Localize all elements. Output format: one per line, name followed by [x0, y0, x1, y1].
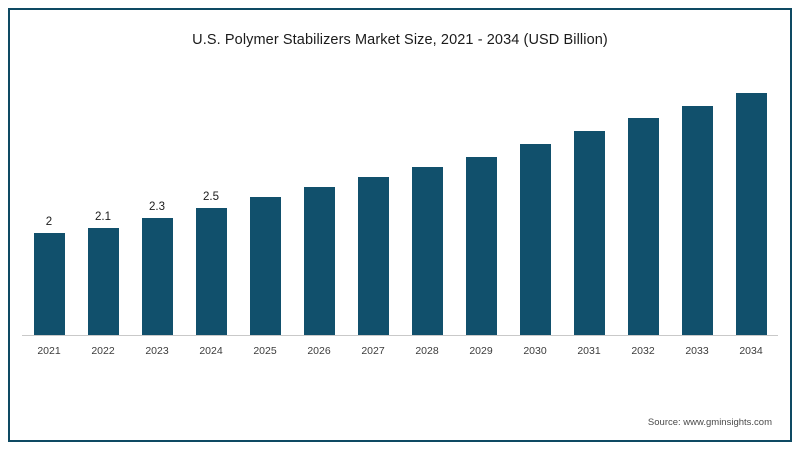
- x-axis-tick-label: 2028: [415, 345, 439, 357]
- source-caption: Source: www.gminsights.com: [647, 417, 772, 428]
- bar-column: [670, 70, 724, 335]
- bar-column: 2.1: [76, 70, 130, 335]
- bar: [195, 208, 227, 335]
- bar-value-label: 2.1: [95, 211, 111, 223]
- bar-series: 2 2.1 2.3 2.5: [22, 70, 778, 335]
- x-axis-tick-label: 2033: [685, 345, 709, 357]
- x-axis-tick-label: 2024: [199, 345, 223, 357]
- bar: [303, 187, 335, 335]
- bar-column: [454, 70, 508, 335]
- chart-frame-border: [8, 8, 792, 442]
- bar: [33, 233, 65, 335]
- plot-area: 2 2.1 2.3 2.5 2021 2022 2023 2024 2025 2026 2027 2…: [22, 70, 778, 393]
- x-axis-baseline: [22, 335, 778, 336]
- bar: [249, 197, 281, 335]
- bar-value-label: 2.5: [203, 191, 219, 203]
- bar: [573, 131, 605, 335]
- x-axis-tick-label: 2022: [91, 345, 115, 357]
- bar: [519, 144, 551, 335]
- bar: [357, 177, 389, 335]
- bar-column: 2.3: [130, 70, 184, 335]
- bar-value-label: 2.3: [149, 201, 165, 213]
- bar: [627, 118, 659, 335]
- x-axis-tick-label: 2021: [37, 345, 61, 357]
- bar: [681, 106, 713, 335]
- bar-column: 2: [22, 70, 76, 335]
- bar-column: [724, 70, 778, 335]
- x-axis-tick-label: 2034: [739, 345, 763, 357]
- x-axis-tick-label: 2023: [145, 345, 169, 357]
- x-axis-tick-label: 2029: [469, 345, 493, 357]
- x-axis-tick-label: 2025: [253, 345, 277, 357]
- bar-column: [346, 70, 400, 335]
- bar-column: [238, 70, 292, 335]
- bar: [465, 157, 497, 335]
- bar-column: [292, 70, 346, 335]
- x-axis-tick-label: 2030: [523, 345, 547, 357]
- bar: [735, 93, 767, 335]
- bar-value-label: 2: [45, 216, 53, 228]
- chart-title: U.S. Polymer Stabilizers Market Size, 20…: [192, 32, 608, 48]
- bar-column: 2.5: [184, 70, 238, 335]
- bar: [411, 167, 443, 335]
- bar-column: [616, 70, 670, 335]
- x-axis-tick-label: 2026: [307, 345, 331, 357]
- bar-column: [562, 70, 616, 335]
- bar-column: [400, 70, 454, 335]
- bar: [87, 228, 119, 335]
- x-axis-tick-label: 2031: [577, 345, 601, 357]
- x-axis-tick-label: 2027: [361, 345, 385, 357]
- x-axis-tick-label: 2032: [631, 345, 655, 357]
- bar-column: [508, 70, 562, 335]
- bar: [141, 218, 173, 335]
